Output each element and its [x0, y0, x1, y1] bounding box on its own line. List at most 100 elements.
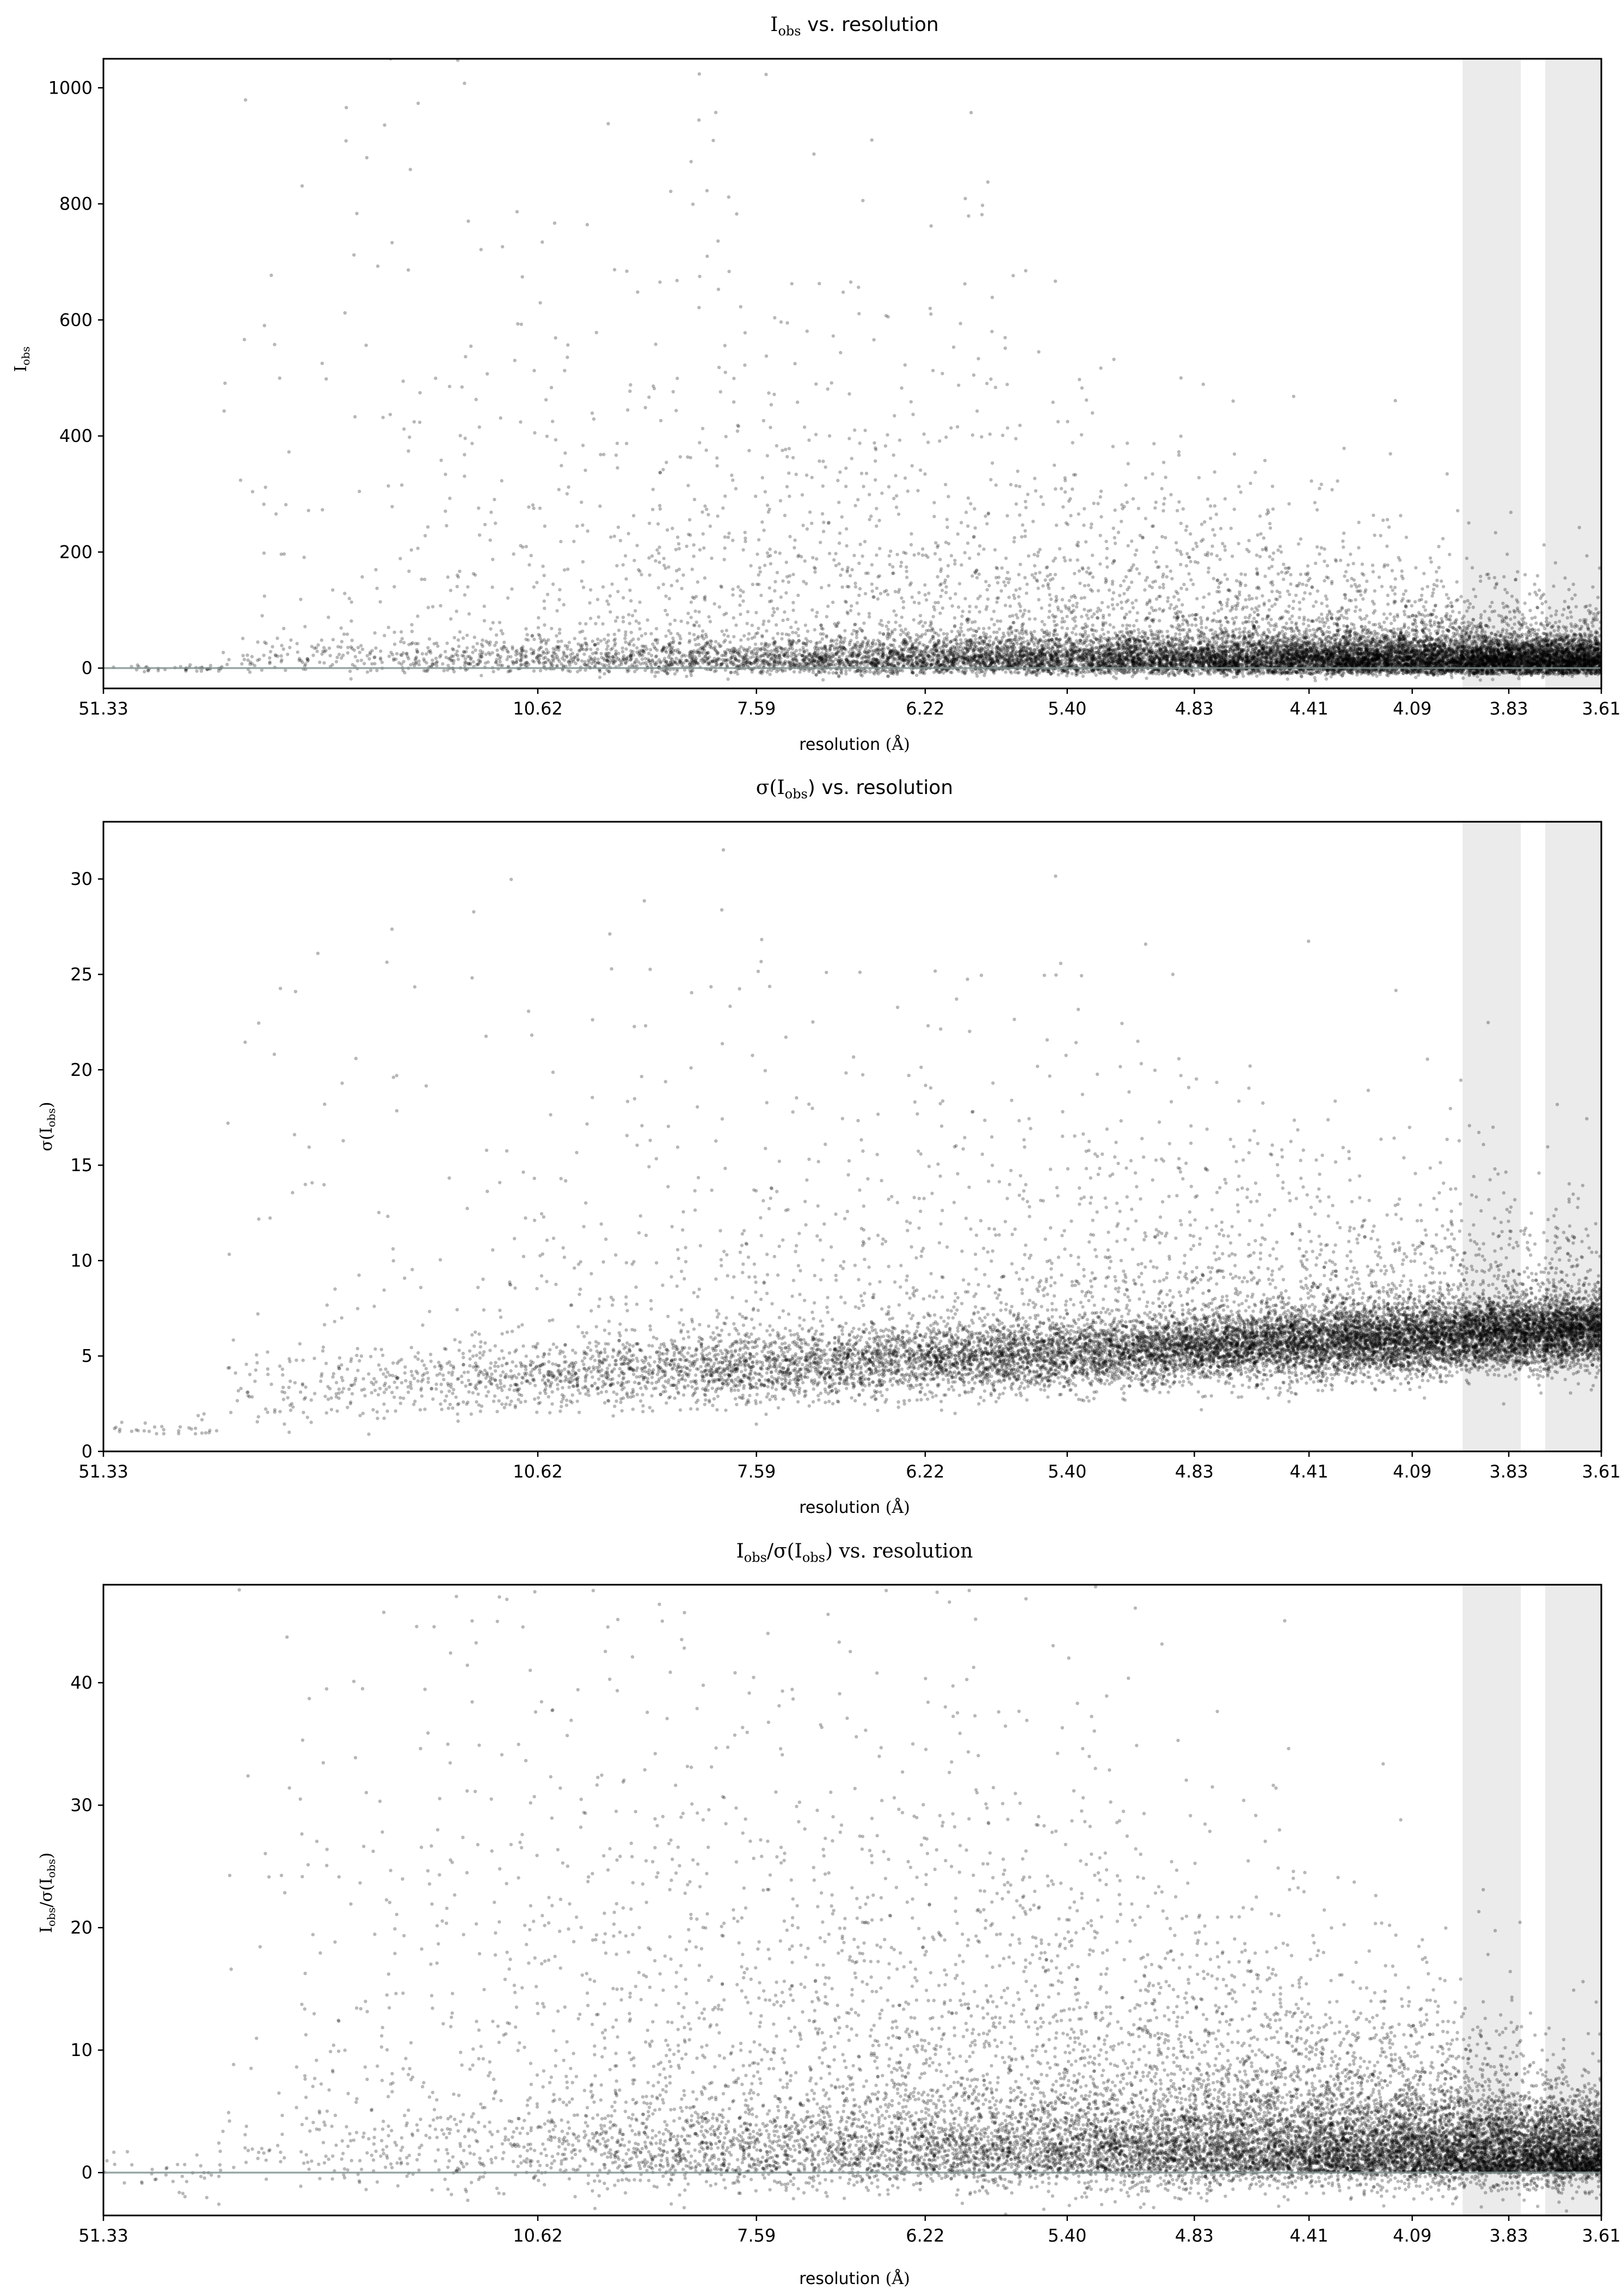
data-point [402, 427, 406, 431]
data-point [496, 653, 500, 657]
data-point [916, 489, 920, 493]
data-point [1094, 673, 1098, 677]
data-point [512, 552, 515, 556]
data-point [1345, 657, 1349, 662]
data-point [1418, 661, 1422, 666]
data-point [1487, 641, 1491, 645]
data-point [1234, 627, 1238, 631]
data-point [886, 627, 890, 631]
data-point [763, 490, 767, 494]
data-point [1418, 638, 1423, 642]
data-point [576, 658, 580, 662]
data-point [731, 587, 735, 592]
data-point [1207, 566, 1211, 570]
data-point [1051, 658, 1055, 662]
data-point [995, 630, 999, 635]
data-point [922, 432, 926, 436]
data-point [802, 425, 807, 429]
data-point [973, 526, 977, 530]
data-point [356, 645, 360, 650]
data-point [1005, 426, 1010, 430]
data-point [1144, 578, 1148, 582]
data-point [681, 573, 685, 577]
data-point [884, 624, 888, 628]
data-point [1036, 586, 1040, 590]
data-point [974, 637, 978, 641]
data-point [1459, 595, 1463, 599]
data-point [759, 593, 763, 598]
data-point [1189, 559, 1193, 564]
data-point [689, 600, 693, 604]
data-point [222, 650, 225, 655]
data-point [613, 653, 618, 656]
data-point [1490, 654, 1494, 658]
data-point [1195, 545, 1199, 549]
data-point [1283, 632, 1287, 636]
data-point [1082, 524, 1086, 527]
data-point [1040, 648, 1045, 652]
data-point [442, 669, 446, 673]
data-point [924, 598, 929, 602]
data-point [857, 312, 861, 316]
data-point [1313, 501, 1317, 504]
data-point [557, 631, 562, 635]
data-point [929, 224, 933, 228]
data-point [1048, 610, 1052, 613]
data-point [659, 418, 663, 423]
data-point [260, 614, 264, 618]
data-point [1385, 662, 1389, 666]
data-point [732, 377, 736, 380]
data-point [324, 649, 328, 653]
data-point [972, 534, 976, 539]
data-point [850, 568, 854, 572]
data-point [827, 434, 832, 438]
data-point [392, 630, 396, 635]
data-point [806, 629, 810, 633]
data-point [805, 329, 809, 333]
data-point [297, 657, 302, 661]
data-point [1124, 483, 1128, 487]
data-point [1513, 668, 1517, 672]
data-point [389, 650, 393, 655]
data-point [327, 646, 331, 650]
plot-area [102, 58, 1602, 690]
data-point [923, 593, 927, 597]
data-point [1588, 661, 1592, 664]
data-point [1326, 625, 1331, 630]
data-point [1033, 630, 1036, 633]
data-point [1369, 648, 1373, 651]
data-point [347, 596, 352, 601]
data-point [614, 453, 618, 457]
data-point [1101, 624, 1105, 627]
data-point [318, 660, 322, 664]
data-point [1056, 420, 1060, 424]
data-point [416, 546, 420, 550]
data-point [928, 306, 932, 310]
data-point [938, 439, 942, 443]
data-point [1236, 660, 1240, 664]
data-point [1573, 593, 1577, 597]
data-point [989, 377, 993, 381]
data-point [1270, 589, 1274, 594]
data-point [1145, 676, 1148, 680]
data-point [374, 568, 378, 572]
data-point [1280, 659, 1283, 663]
data-point [418, 420, 422, 424]
data-point [1417, 611, 1421, 614]
data-point [1301, 582, 1305, 586]
data-point [990, 617, 994, 621]
data-point [1060, 668, 1064, 672]
data-point [588, 617, 593, 620]
data-point [497, 620, 502, 625]
data-point [1469, 657, 1473, 662]
data-point [1406, 626, 1410, 630]
data-point [1365, 662, 1368, 666]
data-point [1547, 606, 1552, 610]
data-point [1502, 575, 1506, 579]
data-point [1099, 515, 1103, 519]
title-base: I [770, 14, 778, 36]
data-point [1529, 660, 1533, 664]
data-point [939, 594, 943, 599]
data-point [637, 621, 641, 625]
